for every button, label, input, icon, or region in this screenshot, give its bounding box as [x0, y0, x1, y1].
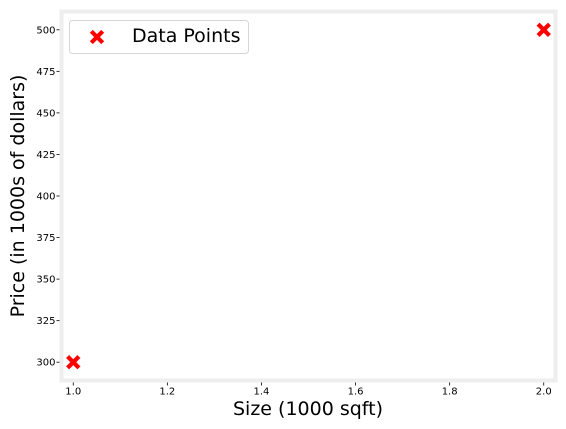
y-tick-label: 400	[36, 192, 55, 203]
y-tick-label: 350	[36, 275, 55, 286]
legend: Data Points	[70, 21, 249, 54]
y-tick-label: 475	[36, 67, 55, 78]
y-tick-label: 425	[36, 150, 55, 161]
x-tick-label: 2.0	[536, 387, 552, 398]
y-tick-label: 325	[36, 316, 55, 327]
legend-label: Data Points	[132, 25, 240, 47]
y-axis-label: Price (in 1000s of dollars)	[7, 75, 29, 318]
y-tick-label: 300	[36, 358, 55, 369]
x-tick-label: 1.6	[348, 387, 364, 398]
x-tick-label: 1.4	[253, 387, 269, 398]
y-tick-label: 450	[36, 108, 55, 119]
x-tick-label: 1.2	[159, 387, 175, 398]
plot-frame	[62, 12, 556, 381]
legend-x-marker	[93, 33, 101, 41]
x-tick-label: 1.0	[65, 387, 81, 398]
data-point	[69, 358, 77, 366]
x-axis-ticks: 1.0 1.2 1.4 1.6 1.8 2.0	[65, 383, 551, 398]
data-point	[540, 26, 548, 34]
y-tick-label: 500	[36, 25, 55, 36]
y-axis-ticks: 300 325 350 375 400 425 450 475 500	[36, 25, 59, 368]
x-tick-label: 1.8	[442, 387, 458, 398]
x-axis-label: Size (1000 sqft)	[233, 398, 383, 420]
y-tick-label: 375	[36, 233, 55, 244]
legend-marker-x-icon	[93, 33, 101, 41]
